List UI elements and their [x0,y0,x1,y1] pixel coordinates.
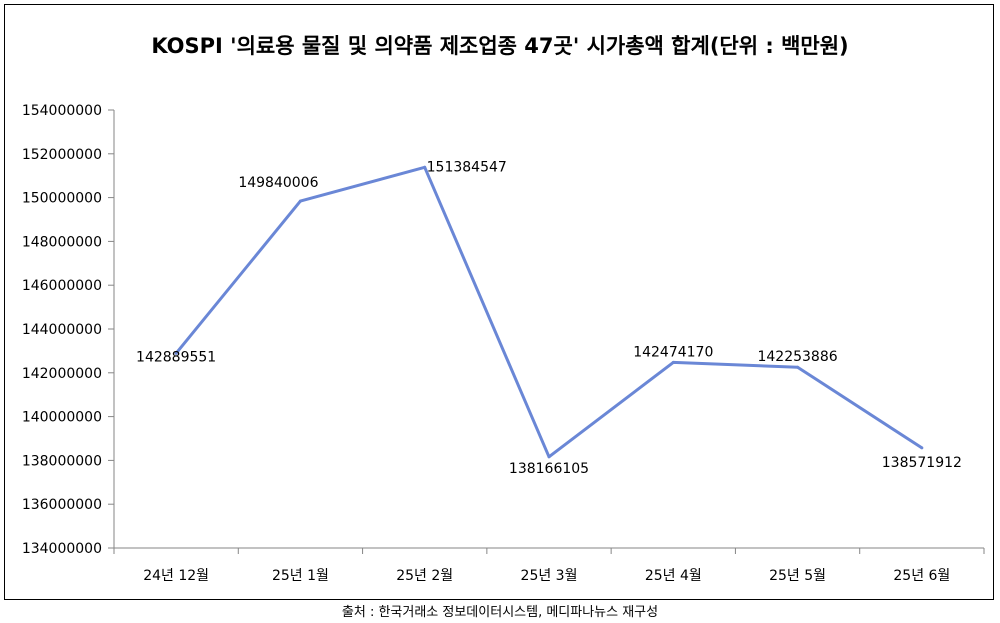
y-tick-label: 140000000 [22,410,102,426]
y-tick-label: 146000000 [22,278,102,294]
source-note: 출처 : 한국거래소 정보데이터시스템, 메디파나뉴스 재구성 [341,605,659,620]
x-tick-label: 25년 6월 [893,568,950,584]
y-tick-label: 138000000 [22,453,102,469]
y-tick-label: 144000000 [22,322,102,338]
y-tick-label: 142000000 [22,366,102,382]
data-label: 138571912 [882,455,962,471]
data-point [920,446,924,450]
y-tick-label: 136000000 [22,497,102,513]
data-point [174,351,178,355]
y-tick-label: 134000000 [22,541,102,557]
y-tick-label: 154000000 [22,103,102,119]
data-label: 142889551 [136,349,216,365]
line-chart: 134000000 136000000 138000000 140000000 1420… [22,103,985,584]
data-point [423,165,427,169]
data-point [298,199,302,203]
data-point [796,365,800,369]
x-tick-label: 25년 5월 [769,568,826,584]
data-label: 142474170 [633,344,713,360]
data-point [671,360,675,364]
chart-frame [4,4,994,600]
data-label: 138166105 [509,461,589,477]
x-tick-label: 25년 4월 [645,568,702,584]
x-tick-label: 25년 2월 [396,568,453,584]
y-tick-label: 152000000 [22,147,102,163]
x-tick-label: 25년 1월 [272,568,329,584]
series-line [174,165,923,459]
chart-title: KOSPI '의료용 물질 및 의약품 제조업종 47곳' 시가총액 합계(단위… [151,34,849,58]
data-label: 149840006 [238,175,318,191]
x-tick-label: 25년 3월 [521,568,578,584]
y-tick-label: 148000000 [22,234,102,250]
data-point [547,455,551,459]
x-tick-label: 24년 12월 [143,568,209,584]
data-label: 151384547 [427,159,507,175]
data-label: 142253886 [757,349,837,365]
y-tick-label: 150000000 [22,191,102,207]
